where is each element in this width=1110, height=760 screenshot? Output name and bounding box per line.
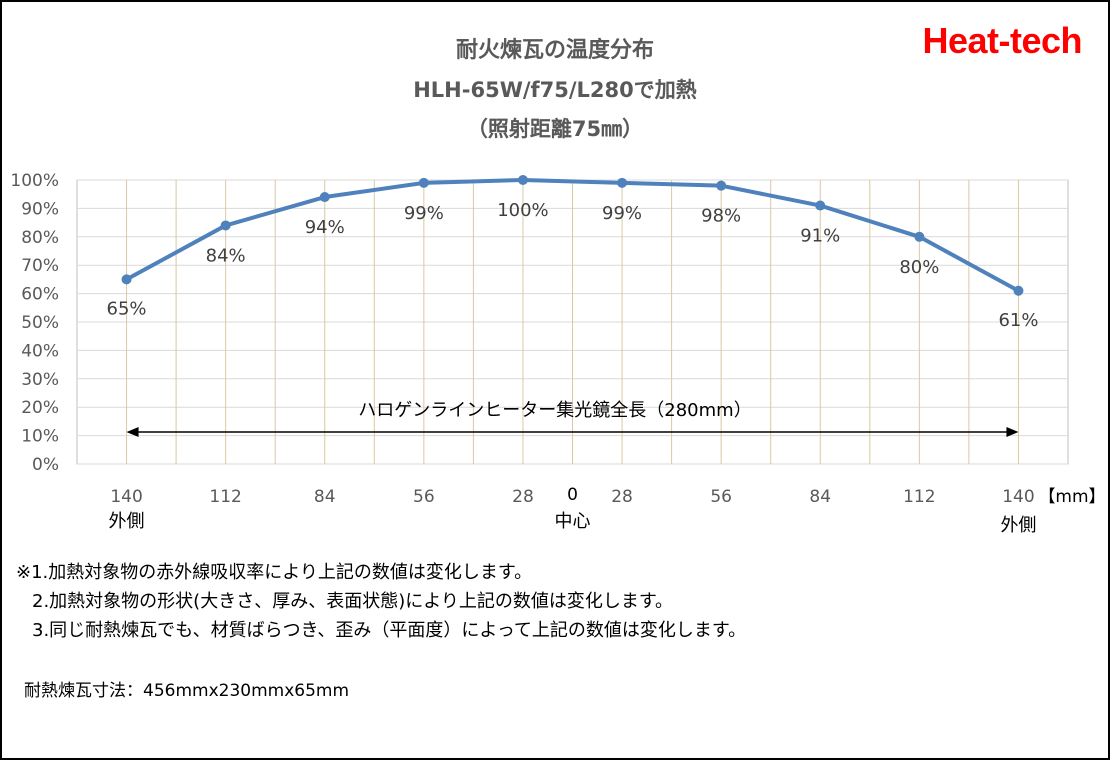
x-tick-label: 140 xyxy=(110,487,142,507)
x-tick-label: 56 xyxy=(710,487,732,507)
x-unit-label: 【mm】 xyxy=(1038,487,1105,507)
y-tick-label: 60% xyxy=(21,285,59,305)
x-sublabel-center: 中心 xyxy=(555,511,591,532)
y-tick-label: 10% xyxy=(21,427,59,447)
series-line xyxy=(124,178,1021,293)
data-point xyxy=(914,231,925,242)
y-tick-label: 20% xyxy=(21,398,59,418)
data-label: 94% xyxy=(305,217,345,238)
data-label: 99% xyxy=(602,203,642,224)
y-tick-label: 0% xyxy=(32,455,59,475)
note-1: ※1.加熱対象物の赤外線吸収率により上記の数値は変化します。 xyxy=(16,562,533,583)
data-point xyxy=(1013,285,1024,296)
y-tick-label: 100% xyxy=(10,171,59,191)
x-tick-label: 28 xyxy=(611,487,633,507)
x-center-tick-label: 0 xyxy=(567,485,578,505)
data-label: 84% xyxy=(206,245,246,266)
span-arrow-head-right xyxy=(1006,427,1019,437)
y-tick-label: 80% xyxy=(21,228,59,248)
chart-subtitle-distance: （照射距離75㎜） xyxy=(466,117,644,141)
data-label: 65% xyxy=(107,298,147,319)
span-arrow-head-left xyxy=(126,427,139,437)
data-point xyxy=(815,200,826,211)
data-point xyxy=(319,192,330,203)
data-point xyxy=(716,180,727,191)
data-label: 91% xyxy=(800,226,840,247)
brand-logo: Heat-tech xyxy=(922,20,1082,61)
data-point xyxy=(418,177,429,188)
data-point xyxy=(617,177,628,188)
x-tick-label: 84 xyxy=(809,487,831,507)
note-2: 2.加熱対象物の形状(大きさ、厚み、表面状態)により上記の数値は変化します。 xyxy=(32,591,674,612)
x-tick-label: 140 xyxy=(1002,487,1034,507)
x-tick-label: 28 xyxy=(512,487,534,507)
data-label: 98% xyxy=(701,206,741,227)
data-point xyxy=(517,175,528,185)
y-tick-label: 40% xyxy=(21,341,59,361)
brick-dimensions: 耐熱煉瓦寸法：456mmx230mmx65mm xyxy=(24,681,350,701)
x-sublabel-left: 外側 xyxy=(109,511,145,532)
note-3: 3.同じ耐熱煉瓦でも、材質ばらつき、歪み（平面度）によって上記の数値は変化します… xyxy=(32,620,747,641)
y-tick-label: 30% xyxy=(21,370,59,390)
data-point xyxy=(220,220,231,231)
span-annotation: ハロゲンラインヒーター集光鏡全長（280mm） xyxy=(358,400,751,421)
x-tick-label: 84 xyxy=(314,487,336,507)
y-tick-label: 50% xyxy=(21,313,59,333)
x-sublabel-right: 外側 xyxy=(1000,515,1036,536)
chart-title: 耐火煉瓦の温度分布 xyxy=(455,38,654,63)
data-label: 80% xyxy=(899,257,939,278)
chart-subtitle: HLH-65W/f75/L280で加熱 xyxy=(413,78,697,102)
x-tick-label: 112 xyxy=(209,487,241,507)
x-tick-label: 112 xyxy=(903,487,935,507)
notes: ※1.加熱対象物の赤外線吸収率により上記の数値は変化します。 2.加熱対象物の形… xyxy=(16,558,746,645)
data-label: 61% xyxy=(998,310,1038,331)
x-tick-label: 56 xyxy=(413,487,435,507)
data-point xyxy=(121,274,132,285)
data-label: 99% xyxy=(404,203,444,224)
data-label: 100% xyxy=(497,200,548,221)
y-tick-label: 90% xyxy=(21,199,59,219)
y-tick-label: 70% xyxy=(21,256,59,276)
